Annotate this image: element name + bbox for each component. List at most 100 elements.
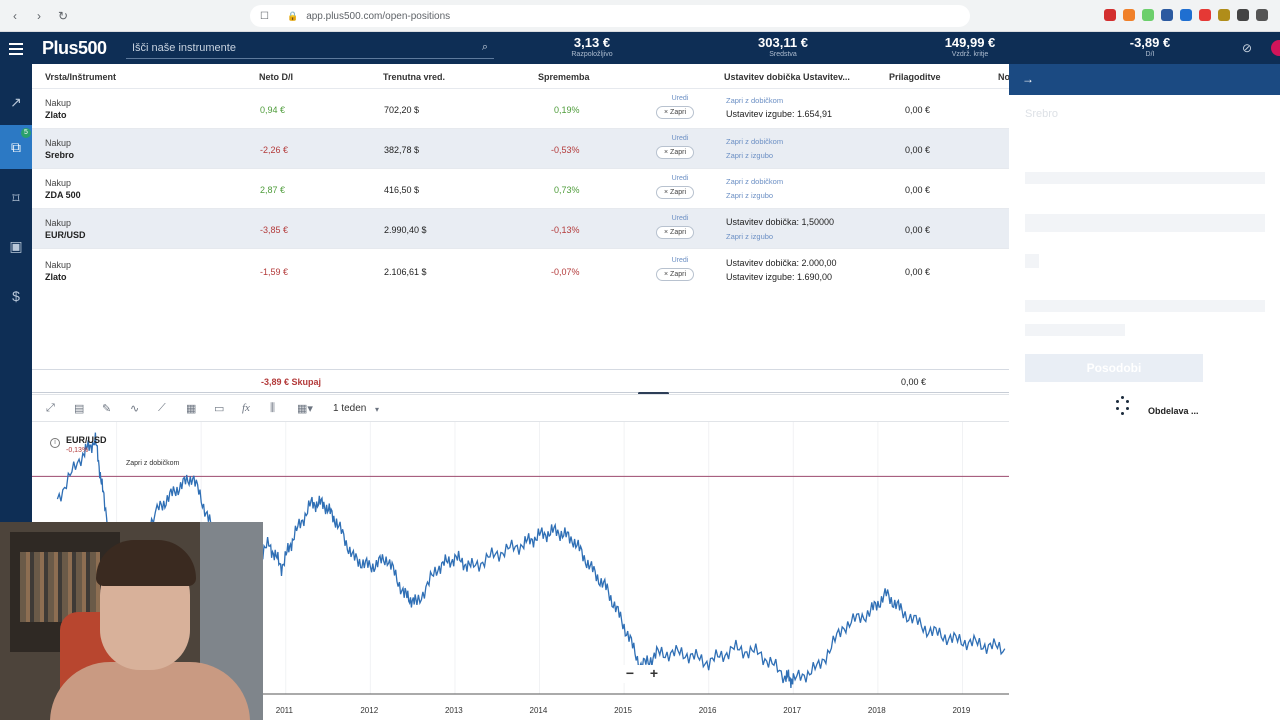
layout-icon[interactable]: ▦ <box>186 403 197 415</box>
hide-balance-icon[interactable]: ⊘ <box>1242 41 1253 55</box>
adjustments: 0,00 € <box>905 225 931 235</box>
update-button[interactable]: Posodobi <box>1025 354 1203 382</box>
net-pl: -3,85 € <box>260 225 289 235</box>
forward-icon[interactable]: › <box>37 8 41 23</box>
back-icon[interactable]: ‹ <box>13 8 17 23</box>
stop-loss-link[interactable]: Zapri z izgubo <box>726 191 774 200</box>
sidebar-orders-icon[interactable]: ⌑ <box>12 189 20 206</box>
close-position-button[interactable]: × Zapri <box>656 268 694 281</box>
menu-icon[interactable] <box>1256 9 1268 21</box>
table-row[interactable]: Nakup Zlato -1,59 € 2.106,61 $ -0,07% Ur… <box>32 248 1009 292</box>
avatar[interactable] <box>1271 40 1280 56</box>
zoom-in-button[interactable]: + <box>649 665 659 681</box>
edit-link[interactable]: Uredi <box>671 257 689 264</box>
take-profit-value[interactable]: Ustavitev dobička: 1,50000 <box>726 217 835 227</box>
address-bar[interactable]: ☐ 🔒 app.plus500.com/open-positions <box>250 5 970 27</box>
current-value: 416,50 $ <box>384 185 420 195</box>
webcam-overlay <box>0 522 263 720</box>
net-pl: -2,26 € <box>260 145 289 155</box>
chevron-down-icon[interactable]: ▾ <box>375 405 380 414</box>
sidebar-positions-icon[interactable]: ⧉ 5 <box>0 125 32 169</box>
puzzle-icon[interactable] <box>1237 9 1249 21</box>
col-current-value[interactable]: Trenutna vred. <box>383 72 446 82</box>
table-row[interactable]: Nakup EUR/USD -3,85 € 2.990,40 $ -0,13% … <box>32 208 1009 248</box>
info-icon[interactable]: i <box>50 438 60 448</box>
candles-icon[interactable]: ⫼ <box>270 402 276 414</box>
period-select[interactable]: 1 teden <box>333 403 367 414</box>
col-next[interactable]: No <box>998 72 1010 82</box>
arrow-right-icon[interactable]: → <box>1022 72 1034 86</box>
pl-label: D/I <box>1145 51 1155 58</box>
url-text: app.plus500.com/open-positions <box>306 10 451 22</box>
sidebar-trade-icon[interactable]: ↗ <box>10 93 22 110</box>
col-adjust[interactable]: Prilagoditve <box>889 72 941 82</box>
extension-icon[interactable] <box>1199 9 1211 21</box>
chart-type-icon[interactable]: ▤ <box>74 403 85 415</box>
stop-loss-value[interactable]: Ustavitev izgube: 1.690,00 <box>726 272 833 282</box>
function-icon[interactable]: fx <box>242 402 250 414</box>
edit-link[interactable]: Uredi <box>671 215 689 222</box>
col-instrument[interactable]: Vrsta/Inštrument <box>45 72 117 82</box>
edit-link[interactable]: Uredi <box>671 95 689 102</box>
x-tick-label: 2012 <box>360 706 379 715</box>
indicators-icon[interactable]: ∿ <box>130 403 140 415</box>
take-profit-value[interactable]: Ustavitev dobička: 2.000,00 <box>726 258 837 268</box>
x-tick-label: 2019 <box>952 706 971 715</box>
col-net-pl[interactable]: Neto D/I <box>259 72 294 82</box>
x-tick-label: 2011 <box>275 706 293 715</box>
instrument-search-input[interactable]: Išči naše instrumente ⌕ <box>126 37 494 59</box>
extension-icon[interactable] <box>1142 9 1154 21</box>
edit-link[interactable]: Uredi <box>671 135 689 142</box>
extension-icon[interactable] <box>1218 9 1230 21</box>
close-position-button[interactable]: × Zapri <box>656 146 694 159</box>
x-tick-label: 2016 <box>698 706 717 715</box>
adjustments: 0,00 € <box>905 105 931 115</box>
take-profit-link[interactable]: Zapri z dobičkom <box>726 96 784 105</box>
x-tick-label: 2017 <box>783 706 802 715</box>
change: -0,07% <box>551 267 580 277</box>
close-label: Zapri <box>670 271 686 278</box>
maintenance-margin-label: Vzdrž. kritje <box>951 51 989 58</box>
fullscreen-icon[interactable]: ⤢ <box>46 402 55 414</box>
sidebar-portfolio-icon[interactable]: ▣ <box>9 237 23 254</box>
stop-loss-link[interactable]: Zapri z izgubo <box>726 232 774 241</box>
stop-loss-link[interactable]: Zapri z izgubo <box>726 151 774 160</box>
bookmark-icon[interactable]: ☐ <box>260 10 269 22</box>
close-position-button[interactable]: × Zapri <box>656 226 694 239</box>
col-change[interactable]: Sprememba <box>538 72 590 82</box>
current-value: 702,20 $ <box>384 105 420 115</box>
close-position-button[interactable]: × Zapri <box>656 106 694 119</box>
table-row[interactable]: Nakup ZDA 500 2,87 € 416,50 $ 0,73% Ured… <box>32 168 1009 208</box>
zoom-out-button[interactable]: − <box>625 665 635 681</box>
position-type: Nakup <box>45 218 72 228</box>
loading-spinner-icon <box>1115 396 1129 418</box>
current-value: 2.106,61 $ <box>384 267 427 277</box>
price-series-line[interactable] <box>56 432 1006 688</box>
take-profit-link[interactable]: Zapri z dobičkom <box>726 177 784 186</box>
search-icon[interactable]: ⌕ <box>481 41 488 53</box>
person-body <box>50 662 250 720</box>
extension-icon[interactable] <box>1123 9 1135 21</box>
calendar-icon[interactable]: ▦▾ <box>297 403 313 415</box>
hamburger-menu-icon[interactable] <box>9 43 23 58</box>
table-row[interactable]: Nakup Srebro -2,26 € 382,78 $ -0,53% Ure… <box>32 128 1009 168</box>
table-row[interactable]: Nakup Zlato 0,94 € 702,20 $ 0,19% Uredi … <box>32 88 1009 128</box>
faded-field <box>1025 300 1265 312</box>
extension-icon[interactable] <box>1180 9 1192 21</box>
take-profit-link[interactable]: Zapri z dobičkom <box>726 137 784 146</box>
equity-value: 303,11 € <box>758 35 808 50</box>
instrument-name: Zlato <box>45 272 67 282</box>
col-tp-sl[interactable]: Ustavitev dobička Ustavitev... <box>724 72 850 82</box>
compare-icon[interactable]: ⟋ <box>158 402 166 414</box>
total-adjustments: 0,00 € <box>901 377 927 387</box>
extension-icon[interactable] <box>1161 9 1173 21</box>
draw-icon[interactable]: ✎ <box>102 403 112 415</box>
save-icon[interactable]: ▭ <box>214 403 225 415</box>
stop-loss-value[interactable]: Ustavitev izgube: 1.654,91 <box>726 109 833 119</box>
sidebar-funds-icon[interactable]: $ <box>12 288 20 304</box>
edit-link[interactable]: Uredi <box>671 175 689 182</box>
close-position-button[interactable]: × Zapri <box>656 186 694 199</box>
panel-resize-handle[interactable] <box>638 392 669 395</box>
reload-icon[interactable]: ↻ <box>57 8 69 23</box>
extension-icon[interactable] <box>1104 9 1116 21</box>
